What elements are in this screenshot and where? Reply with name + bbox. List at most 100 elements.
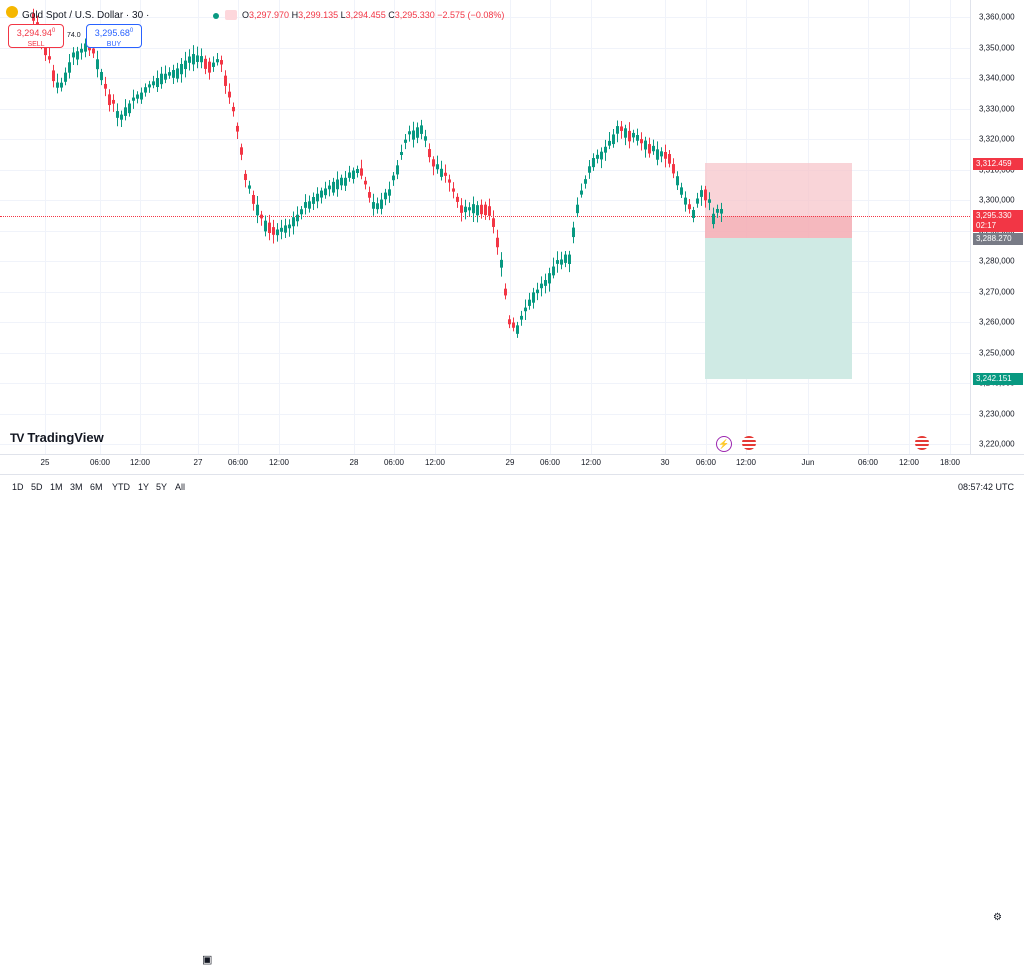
time-axis[interactable]: 25 06:00 12:00 27 06:00 12:00 28 06:00 12:00 29 06… [0, 454, 1024, 923]
candle-body [652, 145, 655, 152]
buy-button[interactable]: 3,295.680 BUY [86, 24, 142, 48]
candle-body [288, 224, 291, 229]
calendar-layout-icon[interactable]: ▣ [202, 954, 213, 966]
candle-body [536, 289, 539, 294]
time-tick-label: 06:00 [89, 458, 111, 467]
candle-body [692, 210, 695, 218]
range-button-1y[interactable]: 1Y [138, 482, 150, 492]
candle-body [232, 106, 235, 112]
us-flag-icon[interactable] [742, 436, 756, 450]
candle-body [80, 48, 83, 53]
candle-body [616, 126, 619, 134]
candle-body [384, 192, 387, 200]
candle-body [164, 73, 167, 80]
candle-body [496, 237, 499, 248]
candle-body [420, 125, 423, 134]
candle-body [716, 208, 719, 213]
gear-icon[interactable]: ⚙ [993, 912, 1002, 923]
grid-line [45, 0, 46, 454]
range-button-3m[interactable]: 3M [70, 482, 83, 492]
candle-body [704, 189, 707, 201]
us-flag-icon[interactable] [915, 436, 929, 450]
grid-line [550, 0, 551, 454]
lightning-icon[interactable]: ⚡ [716, 436, 732, 452]
candle-body [60, 82, 63, 88]
candle-body [268, 222, 271, 234]
candle-body [408, 131, 411, 135]
candle-body [504, 288, 507, 296]
candle-body [540, 283, 543, 289]
candle-body [580, 190, 583, 195]
candle-body [168, 72, 171, 76]
candle-body [272, 227, 275, 235]
candle-body [36, 22, 39, 26]
candle-body [292, 217, 295, 227]
range-button-all[interactable]: All [175, 482, 186, 492]
candle-body [628, 130, 631, 142]
price-axis[interactable]: 3,360,000 3,350,000 3,340,000 3,330,000 3,32… [970, 0, 1024, 454]
candle-body [32, 13, 35, 21]
candle-body [328, 185, 331, 190]
price-tick-label: 3,270,000 [979, 287, 1015, 296]
candle-body [620, 126, 623, 131]
candle-body [364, 180, 367, 185]
candle-body [264, 220, 267, 232]
range-button-1m[interactable]: 1M [50, 482, 63, 492]
candle-body [656, 149, 659, 160]
grid-line [435, 0, 436, 454]
candle-body [632, 132, 635, 138]
candle-body [104, 83, 107, 89]
candle-body [412, 130, 415, 140]
range-button-5d[interactable]: 5D [31, 482, 43, 492]
chart-pane[interactable]: Gold Spot / U.S. Dollar · 30 · O3,297.97… [0, 0, 970, 454]
grid-line [0, 322, 970, 323]
candle-body [300, 209, 303, 215]
time-tick-label: 12:00 [580, 458, 602, 467]
time-tick-label: 12:00 [424, 458, 446, 467]
candle-body [524, 307, 527, 312]
time-tick-label: 25 [40, 458, 50, 467]
candle-body [284, 225, 287, 233]
price-tick-label: 3,230,000 [979, 409, 1015, 418]
range-button-ytd[interactable]: YTD [112, 482, 130, 492]
grid-line [665, 0, 666, 454]
candle-body [172, 70, 175, 78]
time-tick-label: Jun [801, 458, 815, 467]
price-tick-label: 3,280,000 [979, 256, 1015, 266]
grid-line [0, 78, 970, 79]
take-profit-zone[interactable] [705, 238, 852, 379]
candle-body [544, 280, 547, 286]
range-button-1d[interactable]: 1D [12, 482, 24, 492]
grid-line [950, 0, 951, 454]
candle-body [56, 82, 59, 88]
range-button-5y[interactable]: 5Y [156, 482, 168, 492]
grid-line [0, 261, 970, 262]
candle-body [184, 60, 187, 70]
price-tick-label: 3,360,000 [979, 12, 1015, 22]
candle-body [196, 55, 199, 62]
candle-body [360, 168, 363, 176]
candle-body [596, 154, 599, 159]
grid-line [0, 17, 970, 18]
symbol-title[interactable]: Gold Spot / U.S. Dollar · 30 · [22, 10, 150, 21]
candle-body [520, 315, 523, 320]
candle-body [124, 107, 127, 116]
candle-body [96, 59, 99, 70]
candle-body [448, 179, 451, 183]
candle-body [240, 147, 243, 155]
utc-clock[interactable]: 08:57:42 UTC [957, 482, 1014, 492]
candle-body [484, 204, 487, 216]
grid-line [868, 0, 869, 454]
range-button-6m[interactable]: 6M [90, 482, 103, 492]
candle-body [588, 166, 591, 173]
visibility-eye-icon[interactable] [225, 10, 237, 20]
candle-body [368, 192, 371, 198]
tradingview-logo: TV TradingView [10, 430, 104, 445]
sell-button[interactable]: 3,294.940 SELL [8, 24, 64, 48]
candle-body [668, 154, 671, 164]
price-tick-label: 3,220,000 [979, 439, 1015, 449]
ohlc-values: O3,297.970 H3,299.135 L3,294.455 C3,295.… [242, 10, 505, 20]
candle-body [548, 273, 551, 284]
candle-body [452, 188, 455, 192]
candle-body [280, 227, 283, 232]
